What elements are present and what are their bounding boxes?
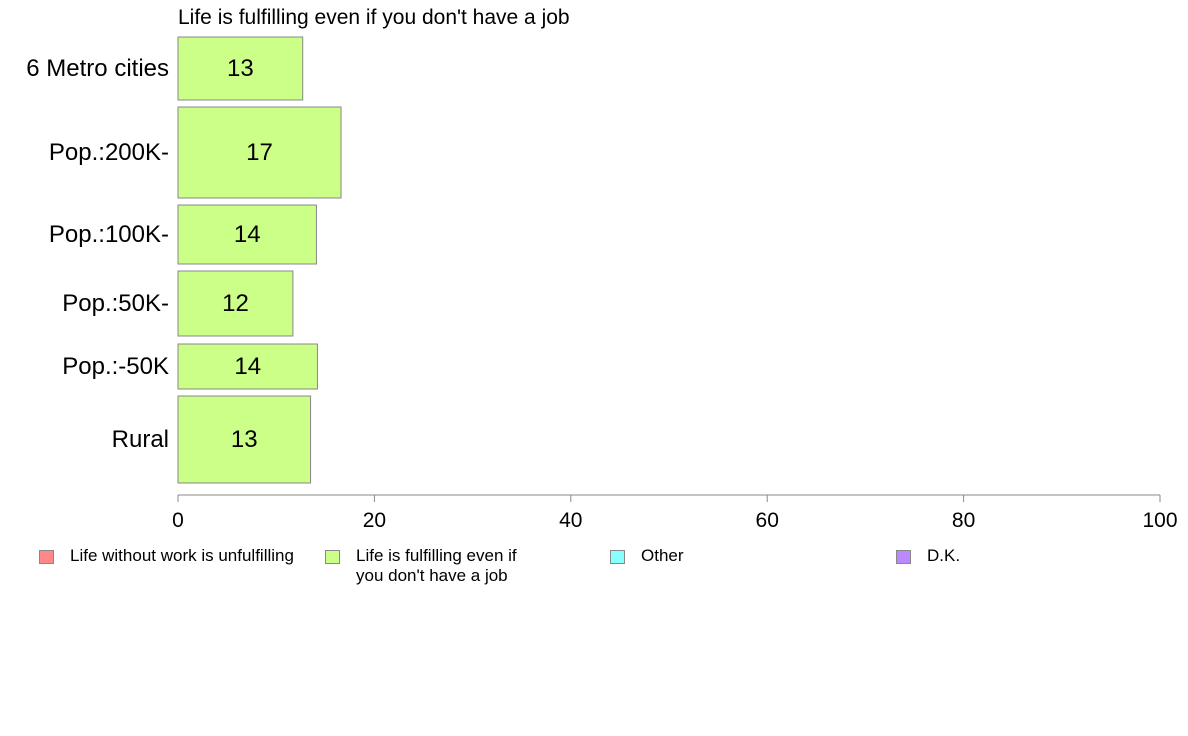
bar-value-label: 12 xyxy=(222,290,249,317)
legend: Life without work is unfulfilling Life i… xyxy=(0,546,1188,596)
bar-value-label: 17 xyxy=(246,139,273,166)
x-tick-label: 20 xyxy=(363,509,386,532)
category-label: Pop.:-50K xyxy=(62,353,169,380)
bar xyxy=(177,395,312,484)
legend-swatch xyxy=(896,550,911,564)
legend-item-unfulfilling: Life without work is unfulfilling xyxy=(39,546,294,566)
legend-item-dk: D.K. xyxy=(896,546,960,566)
x-tick-label: 60 xyxy=(756,509,779,532)
bar xyxy=(177,106,342,199)
x-tick-label: 40 xyxy=(559,509,582,532)
category-label: Pop.:200K- xyxy=(49,139,169,166)
x-tick-label: 80 xyxy=(952,509,975,532)
legend-swatch xyxy=(325,550,340,564)
legend-item-fulfilling: Life is fulfilling even if you don't hav… xyxy=(325,546,517,586)
bar xyxy=(177,36,304,101)
x-tick-label: 0 xyxy=(172,509,184,532)
legend-item-other: Other xyxy=(610,546,684,566)
bar-value-label: 13 xyxy=(231,426,258,453)
category-label: Pop.:100K- xyxy=(49,221,169,248)
bar xyxy=(177,343,318,390)
bar-chart: 13 17 14 12 14 13 6 Metro cities Pop.:200K- Pop… xyxy=(26,36,1178,532)
x-tick-label: 100 xyxy=(1142,509,1177,532)
legend-label: Life without work is unfulfilling xyxy=(70,546,294,565)
bar-value-label: 14 xyxy=(234,221,261,248)
bar-value-label: 13 xyxy=(227,55,254,82)
legend-label: Life is fulfilling even if you don't hav… xyxy=(356,546,517,585)
chart-title: Life is fulfilling even if you don't hav… xyxy=(178,6,570,29)
legend-label: Other xyxy=(641,546,684,565)
legend-label: D.K. xyxy=(927,546,961,565)
bar-value-label: 14 xyxy=(234,353,261,380)
category-label: Rural xyxy=(112,426,169,453)
bar xyxy=(177,270,294,337)
bar xyxy=(177,204,317,265)
legend-swatch xyxy=(39,550,54,564)
category-label: 6 Metro cities xyxy=(26,55,169,82)
category-label: Pop.:50K- xyxy=(62,290,169,317)
legend-swatch xyxy=(610,550,625,564)
